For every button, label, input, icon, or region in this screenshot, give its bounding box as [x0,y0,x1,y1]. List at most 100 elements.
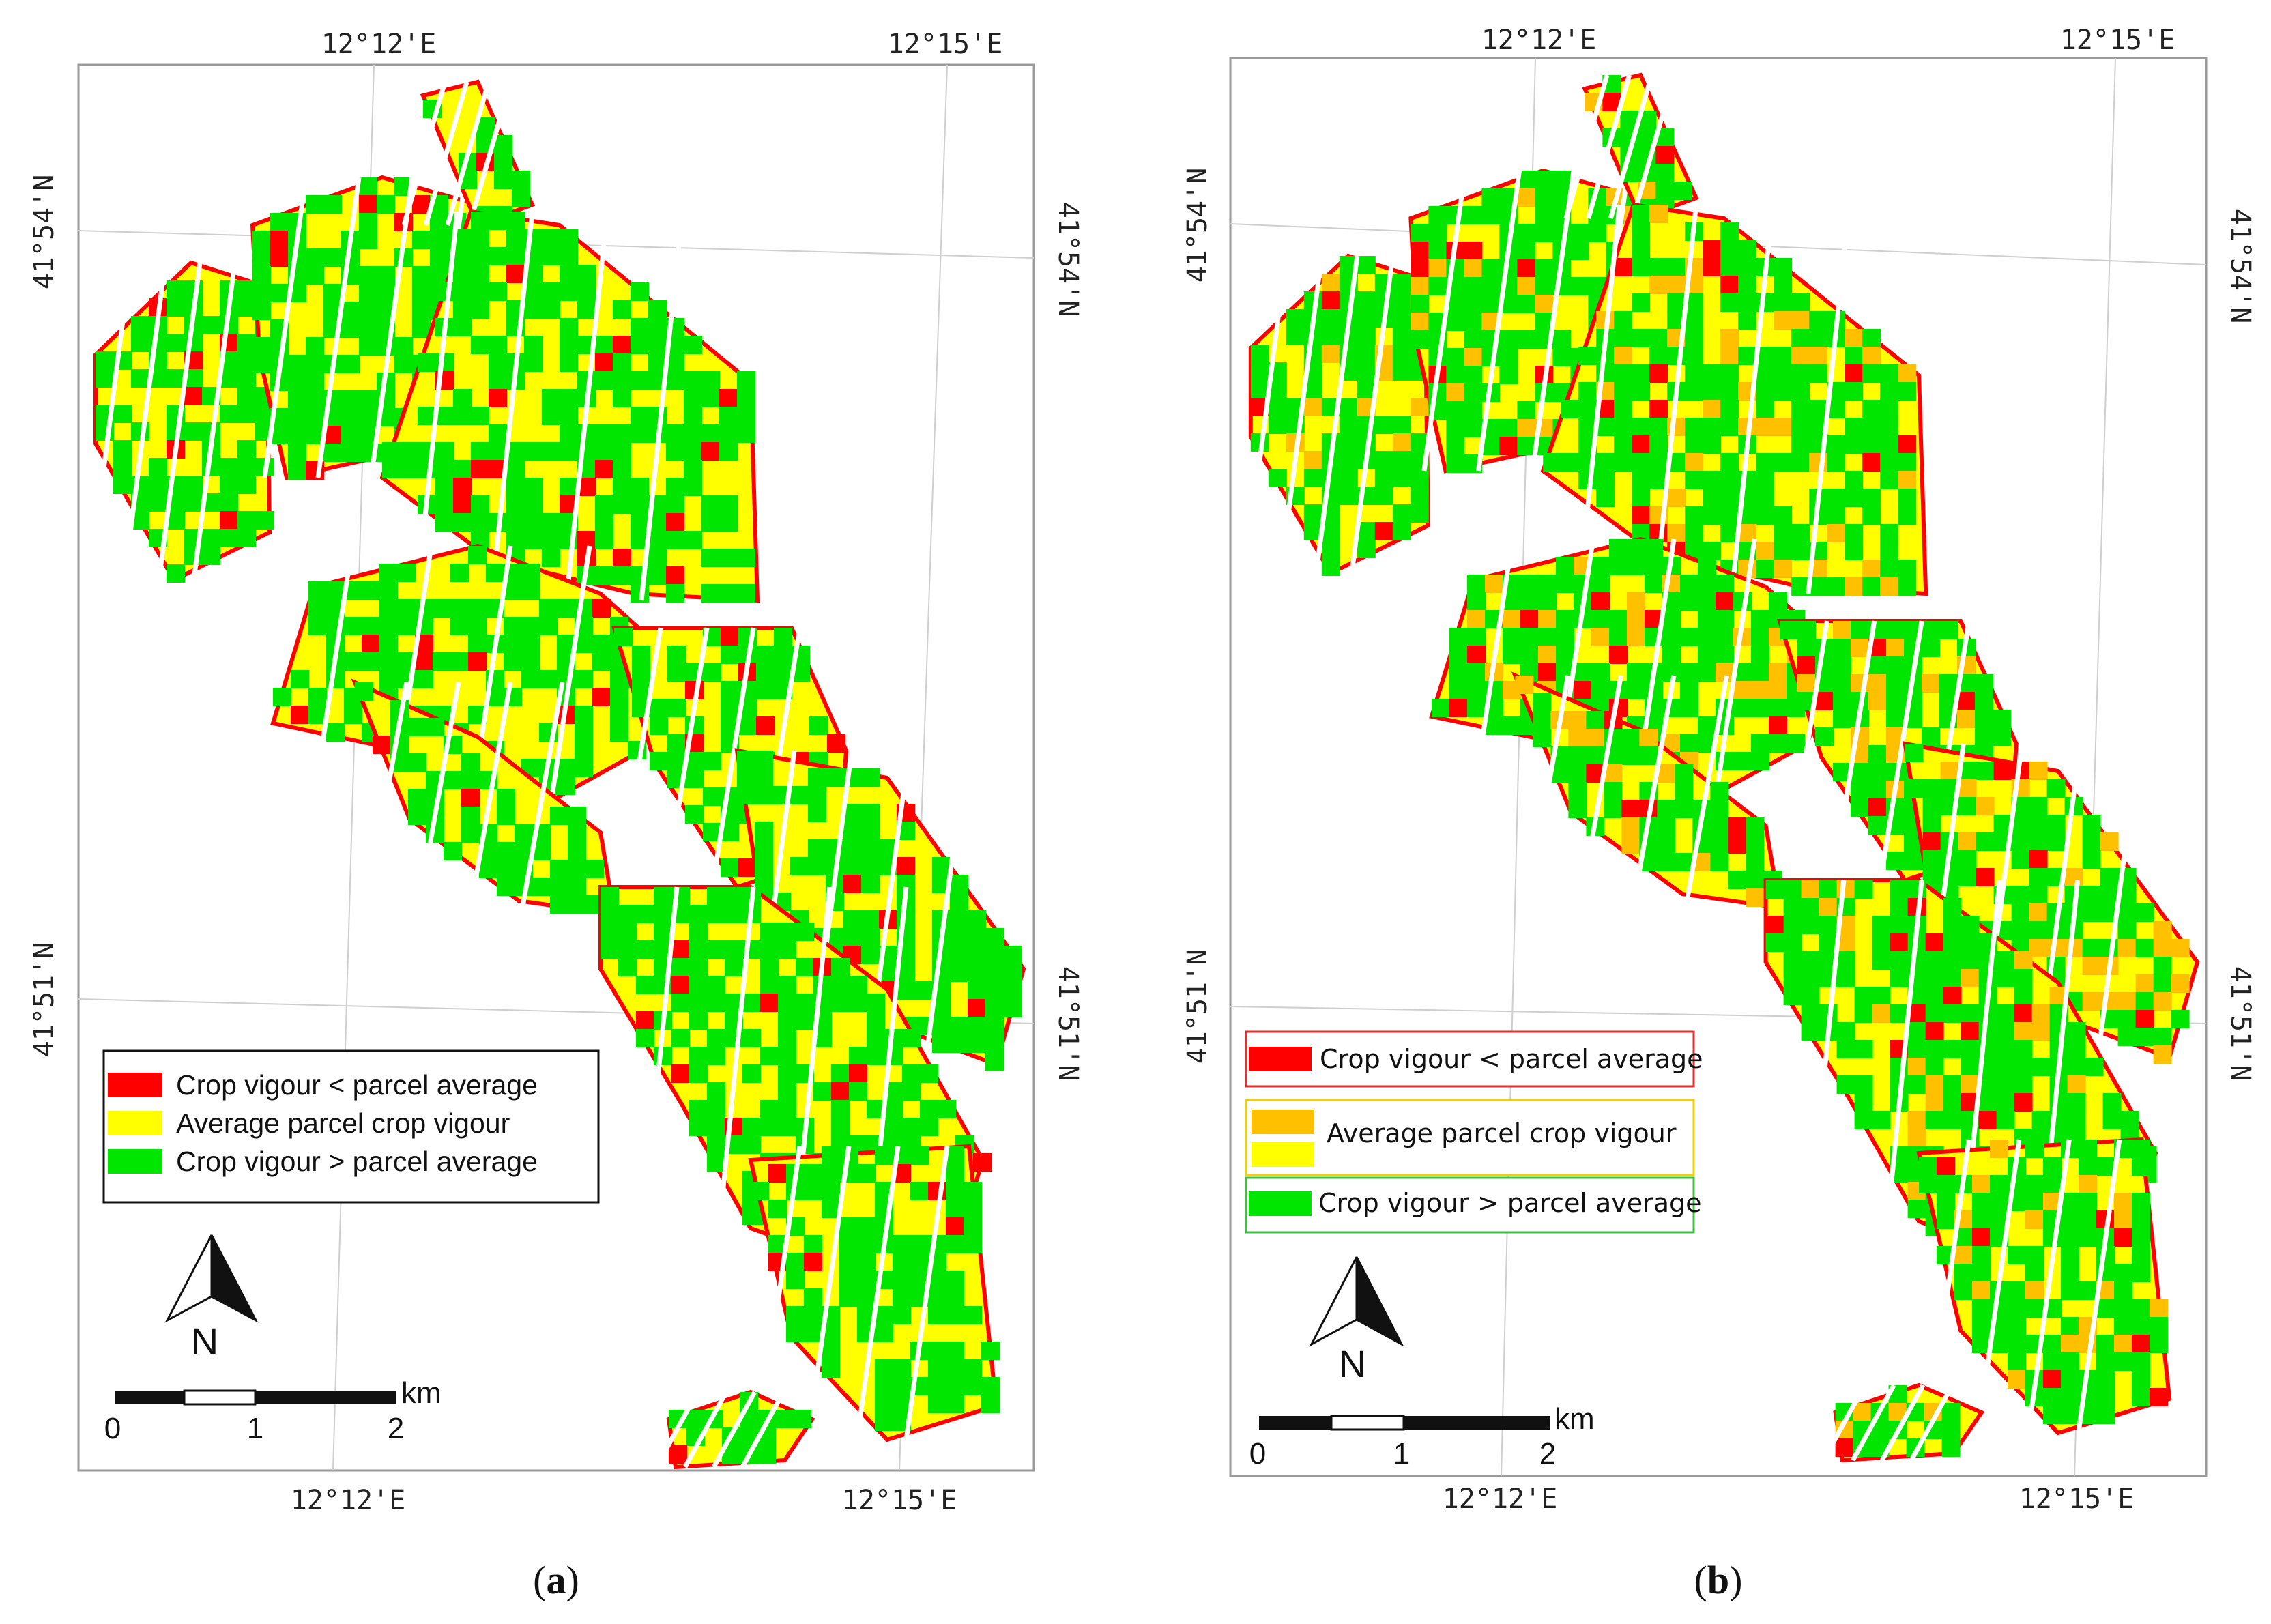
vigour-cell [1993,762,2012,780]
vigour-cell [1680,628,1698,646]
vigour-cell [666,566,684,585]
vigour-cell [444,842,462,860]
vigour-cell [1791,524,1810,542]
vigour-cell [1621,817,1640,836]
vigour-cell [1667,258,1686,276]
vigour-cell [755,786,773,804]
vigour-cell [742,1064,761,1083]
vigour-cell [1880,382,1899,401]
vigour-cell [2061,1246,2079,1264]
vigour-cell [686,1410,705,1428]
vigour-cell [2100,832,2119,851]
vigour-cell [1703,400,1722,418]
vigour-cell [453,460,472,478]
vigour-cell [1673,182,1692,200]
vigour-cell [742,994,761,1012]
vigour-cell [778,994,796,1012]
vigour-cell [2117,903,2137,922]
vigour-cell [2043,1406,2062,1424]
vigour-cell [822,1342,840,1360]
vigour-cell [270,231,289,249]
vigour-cell [1655,164,1675,182]
vigour-cell [1791,418,1810,436]
vigour-cell [568,878,586,896]
vigour-cell [326,723,345,742]
vigour-cell [631,513,649,532]
scale-tick-1-b: 1 [1393,1437,1410,1470]
vigour-cell [2114,1299,2132,1318]
vigour-cell [973,1153,992,1172]
vigour-cell [1392,451,1411,469]
vigour-cell [808,839,826,858]
vigour-cell [796,923,814,941]
vigour-cell [1003,963,1022,982]
field-road [401,81,448,226]
vigour-cell [382,442,401,461]
vigour-cell [471,300,489,319]
coord-top-right-b: 12°15'E [2060,25,2175,56]
vigour-cell [1943,1075,1962,1094]
vigour-cell [1751,628,1769,646]
vigour-cell [1428,259,1447,278]
vigour-cell [379,581,398,600]
vigour-cell [2079,1281,2097,1300]
vigour-cell [1517,401,1536,420]
vigour-cell [910,1182,929,1200]
vigour-cell [1925,933,1944,952]
vigour-cell [928,1359,946,1378]
vigour-cell [669,1445,687,1464]
vigour-cell [515,824,533,843]
vigour-cell [377,284,395,302]
vigour-cell [1286,327,1305,345]
vigour-cell [684,407,702,425]
vigour-cell [1943,1004,1962,1023]
vigour-cell [1922,815,1941,833]
vigour-cell [506,265,525,283]
vigour-cell [1596,489,1615,507]
vigour-cell [1809,364,1828,383]
vigour-cell [946,1306,964,1324]
vigour-cell [1698,716,1716,735]
scale-tick-1-a: 1 [247,1412,263,1445]
vigour-cell [1836,969,1855,987]
vigour-cell [2025,1193,2044,1211]
vigour-cell [1898,489,1917,507]
field-road [191,262,237,581]
vigour-cell [2082,903,2101,922]
vigour-cell [2025,1140,2044,1158]
vigour-cell [1880,400,1899,418]
vigour-cell [2061,1228,2079,1247]
vigour-cell [1645,539,1663,557]
vigour-cell [461,789,480,807]
vigour-cell [453,407,472,425]
vigour-cell [2008,1281,2026,1300]
vigour-cell [968,981,986,1000]
vigour-cell [1801,1004,1820,1023]
vigour-cell [2008,1370,2026,1389]
vigour-cell [2171,974,2190,993]
vigour-cell [1854,987,1873,1005]
vigour-cell [575,759,593,777]
vigour-cell [471,336,489,354]
vigour-cell [707,1047,725,1065]
vigour-cell [379,599,398,618]
vigour-cell [412,231,431,249]
vigour-cell [985,1017,1004,1035]
vigour-cell [550,860,568,878]
vigour-cell [2029,850,2048,869]
vigour-cell [684,424,702,443]
vigour-cell [1604,800,1623,818]
vigour-cell [2064,868,2083,886]
vigour-cell [1845,329,1864,347]
vigour-cell [1517,419,1536,437]
vigour-cell [1905,779,1924,798]
vigour-cell [1791,382,1810,401]
vigour-cell [1446,366,1465,384]
vigour-cell [1961,1022,1980,1041]
coord-right-upper-b: 41°54'N [2225,209,2256,324]
vigour-cell [1570,277,1589,295]
vigour-cell [270,248,289,267]
vigour-cell [613,442,631,461]
vigour-cell [595,513,613,532]
vigour-cell [950,963,968,982]
